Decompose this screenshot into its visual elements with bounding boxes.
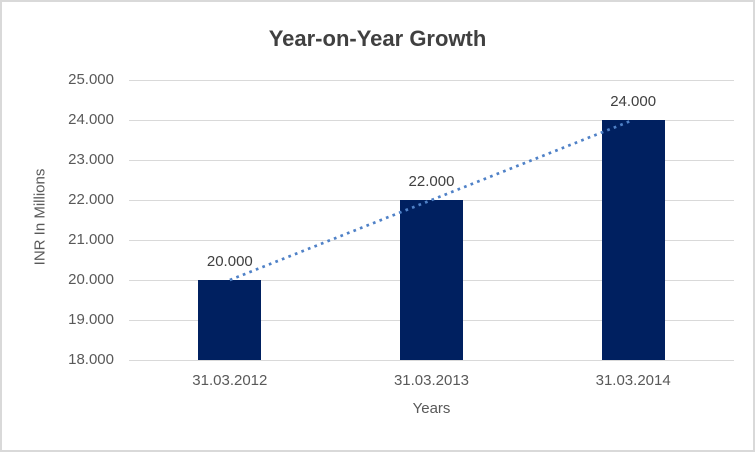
bar: [198, 280, 262, 360]
bar-value-label: 24.000: [610, 93, 657, 110]
y-tick-label: 18.000: [68, 351, 114, 368]
x-axis-line: [129, 360, 734, 361]
y-tick-label: 25.000: [68, 71, 114, 88]
y-tick-label: 21.000: [68, 231, 114, 248]
x-tick-label: 31.03.2012: [192, 372, 268, 389]
bar-value-label: 20.000: [206, 253, 253, 270]
chart-title: Year-on-Year Growth: [268, 26, 487, 51]
y-axis-title: INR In Millions: [31, 168, 49, 266]
y-tick-label: 20.000: [68, 271, 114, 288]
bar: [601, 120, 665, 360]
x-tick-label: 31.03.2014: [595, 372, 671, 389]
bar-value-label: 22.000: [408, 173, 455, 190]
y-tick-label: 19.000: [68, 311, 114, 328]
y-tick-label: 24.000: [68, 111, 114, 128]
y-tick-label: 22.000: [68, 191, 114, 208]
x-axis-title: Years: [412, 400, 451, 417]
bar: [400, 200, 463, 360]
gridline: [129, 80, 734, 81]
y-tick-label: 23.000: [68, 151, 114, 168]
x-tick-label: 31.03.2013: [393, 372, 470, 389]
